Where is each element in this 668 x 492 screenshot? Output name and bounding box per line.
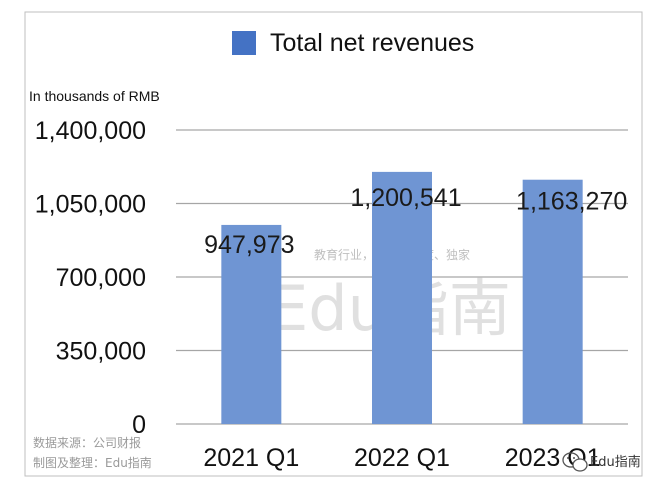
bar [221,224,282,424]
data-labels: 947,973 1,200,541 1,163,270 [204,184,627,259]
source-line-1: 数据来源：公司财报 [33,435,141,450]
wechat-icon [562,452,588,472]
source-line-2: 制图及整理：Edu指南 [33,455,152,470]
y-tick-label: 700,000 [56,264,146,292]
data-label: 947,973 [204,231,294,259]
y-axis-ticks: 0 350,000 700,000 1,050,000 1,400,000 [35,117,146,439]
legend-label: Total net revenues [270,29,474,57]
bars [221,171,583,424]
y-tick-label: 0 [132,411,146,439]
x-axis-labels: 2021 Q1 2022 Q1 2023 Q1 [203,444,600,472]
legend-swatch [232,31,256,55]
y-tick-label: 1,050,000 [35,191,146,219]
unit-label: In thousands of RMB [29,88,160,104]
source-note: 数据来源：公司财报 制图及整理：Edu指南 [33,435,152,470]
data-label: 1,163,270 [516,188,627,216]
legend: Total net revenues [232,29,474,57]
bar [372,171,432,424]
bar [522,179,583,424]
wechat-label: Edu指南 [590,454,641,470]
x-category-label: 2021 Q1 [203,444,299,472]
data-label: 1,200,541 [350,184,461,212]
wechat-mark: Edu指南 [562,452,641,472]
x-category-label: 2022 Q1 [354,444,450,472]
y-tick-label: 1,400,000 [35,117,146,145]
y-tick-label: 350,000 [56,338,146,366]
